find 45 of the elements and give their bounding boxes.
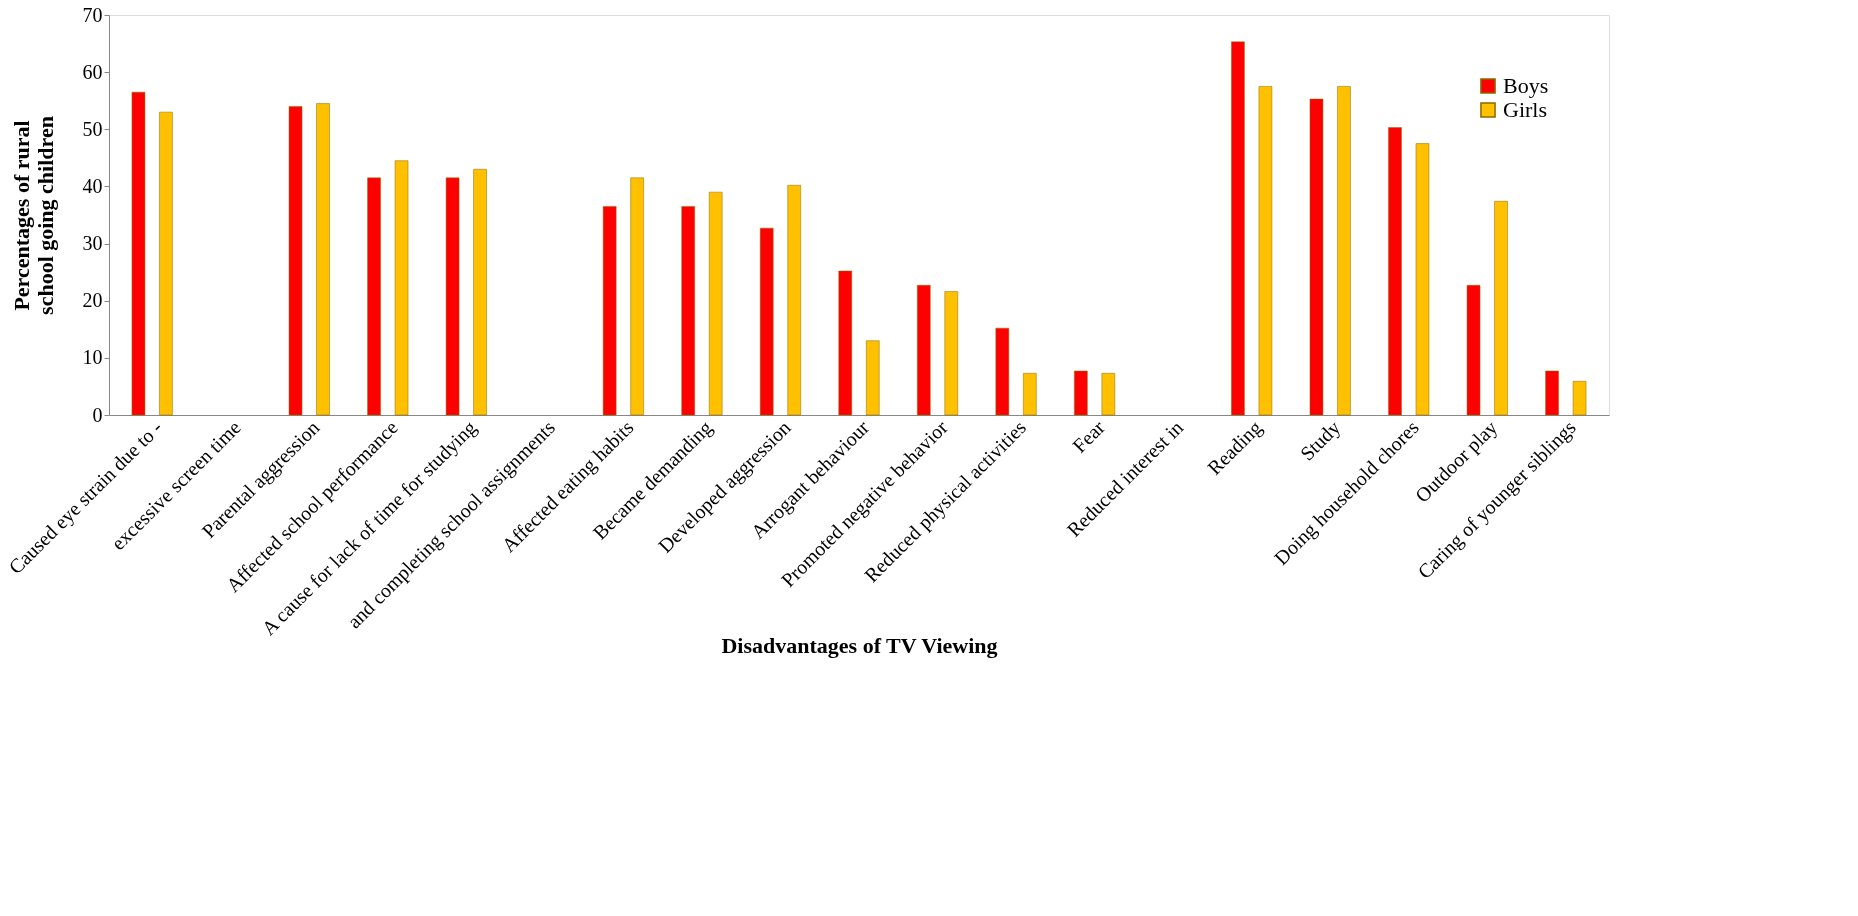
bar xyxy=(1309,98,1324,416)
y-tick-label: 30 xyxy=(82,232,103,255)
bar xyxy=(1337,86,1351,416)
y-tick-label: 20 xyxy=(82,289,103,312)
bar xyxy=(316,103,330,416)
bar xyxy=(1572,381,1587,416)
y-tick-label: 60 xyxy=(82,60,103,83)
bar xyxy=(367,177,381,416)
bar xyxy=(681,206,695,416)
y-tick-label: 70 xyxy=(82,3,103,26)
bar xyxy=(944,291,959,416)
bar xyxy=(1466,285,1481,416)
bar xyxy=(1231,41,1245,416)
bar xyxy=(1545,370,1559,416)
bar xyxy=(394,160,409,416)
bar xyxy=(1101,373,1116,416)
bar xyxy=(1415,143,1430,416)
bar xyxy=(787,185,801,416)
bar xyxy=(1494,201,1508,416)
bar xyxy=(838,270,853,416)
bar xyxy=(602,206,617,416)
legend-label: Boys xyxy=(1503,73,1549,98)
bar xyxy=(630,177,644,416)
bar xyxy=(1388,127,1402,416)
bar xyxy=(759,227,774,416)
bar xyxy=(917,285,931,416)
bar xyxy=(445,177,460,416)
y-tick-label: 10 xyxy=(82,346,103,369)
bar xyxy=(473,169,487,416)
y-tick-label: 50 xyxy=(82,117,103,140)
bar xyxy=(708,191,723,416)
y-axis-title: Percentages of rural school going children xyxy=(8,116,58,315)
bar xyxy=(995,327,1010,416)
bar xyxy=(1258,86,1273,416)
x-axis-title: Disadvantages of TV Viewing xyxy=(721,632,998,658)
y-tick-label: 40 xyxy=(82,174,103,197)
legend-label: Girls xyxy=(1503,97,1547,122)
bar xyxy=(131,91,146,416)
bar xyxy=(288,106,303,416)
bar xyxy=(159,111,173,416)
x-tick-label: Fear xyxy=(1068,415,1109,457)
bar xyxy=(1023,373,1037,416)
bar xyxy=(865,340,880,416)
bar xyxy=(1074,370,1088,416)
y-tick-label: 0 xyxy=(92,403,103,426)
